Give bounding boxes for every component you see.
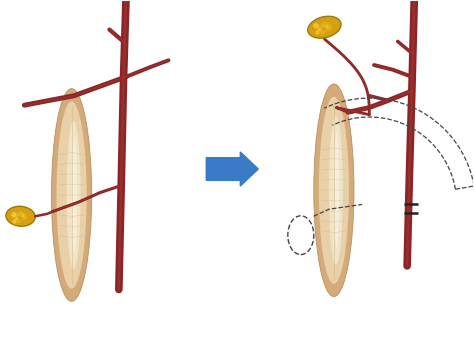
Ellipse shape <box>317 22 332 32</box>
Ellipse shape <box>314 84 354 297</box>
Ellipse shape <box>14 212 27 221</box>
Ellipse shape <box>52 89 91 301</box>
FancyArrow shape <box>206 152 258 186</box>
Ellipse shape <box>66 121 81 269</box>
Ellipse shape <box>319 97 349 284</box>
Ellipse shape <box>308 16 341 38</box>
Ellipse shape <box>72 137 77 254</box>
Ellipse shape <box>334 132 339 249</box>
Ellipse shape <box>329 116 343 265</box>
Ellipse shape <box>56 101 87 289</box>
Ellipse shape <box>6 206 35 226</box>
